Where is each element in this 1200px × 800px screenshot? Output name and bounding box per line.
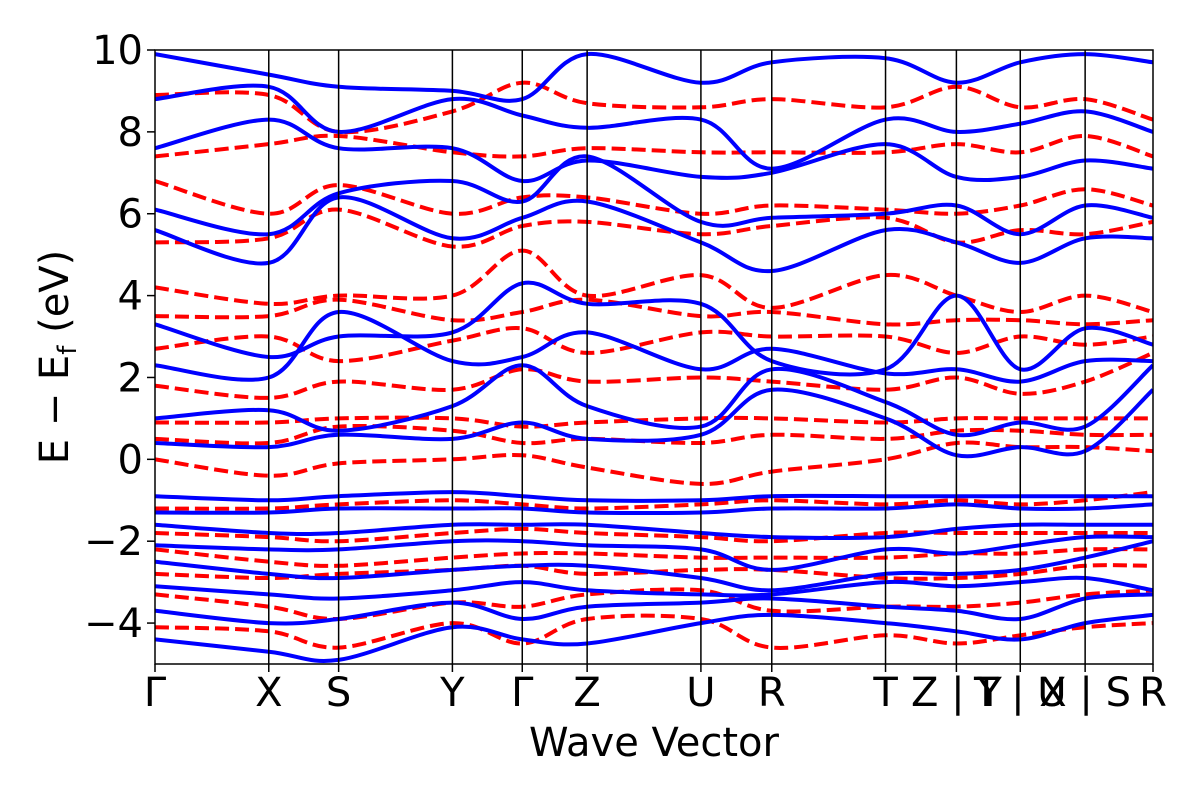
x-tick-label: Y: [439, 670, 465, 716]
x-tick-label: U: [686, 670, 715, 716]
x-tick-label: Γ: [511, 670, 534, 716]
x-tick-label: R: [758, 670, 786, 716]
band-line: [155, 490, 1153, 503]
x-tick-label: S: [326, 670, 351, 716]
band-line: [155, 326, 1153, 364]
band-line: [155, 363, 1153, 438]
y-axis-label: E − Ef (eV): [32, 250, 83, 465]
y-tick-label: 6: [118, 192, 143, 238]
y-tick-label: 10: [92, 28, 143, 74]
y-tick-label: 2: [118, 355, 143, 401]
y-ticks: −4 −2 0 2 4 6 8 10: [84, 28, 155, 647]
band-lines: [155, 52, 1153, 663]
y-axis-label-subscript: f: [53, 345, 83, 355]
y-tick-label: 4: [118, 274, 143, 320]
x-tick-label: X: [255, 670, 282, 716]
x-tick-label: T | U: [973, 670, 1067, 716]
band-line: [155, 52, 1153, 103]
y-tick-label: 0: [118, 437, 143, 483]
y-tick-label: 8: [118, 110, 143, 156]
x-tick-label: R: [1139, 670, 1167, 716]
x-tick-label: X | S: [1039, 670, 1131, 716]
band-line: [155, 195, 1153, 274]
band-line: [155, 117, 1153, 184]
high-symmetry-lines: [268, 50, 1086, 664]
band-line: [155, 83, 1153, 171]
y-axis-label-unit: (eV): [32, 250, 78, 346]
plot-frame: [154, 49, 1154, 665]
y-tick-label: −4: [84, 601, 143, 647]
x-tick-label: Γ: [144, 670, 167, 716]
y-axis-label-main: E − E: [32, 355, 78, 465]
x-axis-label: Wave Vector: [529, 720, 780, 766]
y-tick-label: −2: [84, 519, 143, 565]
series-solid-blue: [155, 52, 1153, 663]
x-tick-label: T: [872, 670, 898, 716]
x-tick-label: Z: [573, 670, 600, 716]
band-line: [155, 280, 1153, 377]
band-line: [155, 351, 1153, 400]
band-line: [155, 133, 1153, 159]
x-tick-label: Z | Y: [911, 670, 1002, 716]
series-dashed-red: [155, 80, 1153, 650]
band-line: [155, 179, 1153, 216]
band-line: [155, 309, 1153, 384]
